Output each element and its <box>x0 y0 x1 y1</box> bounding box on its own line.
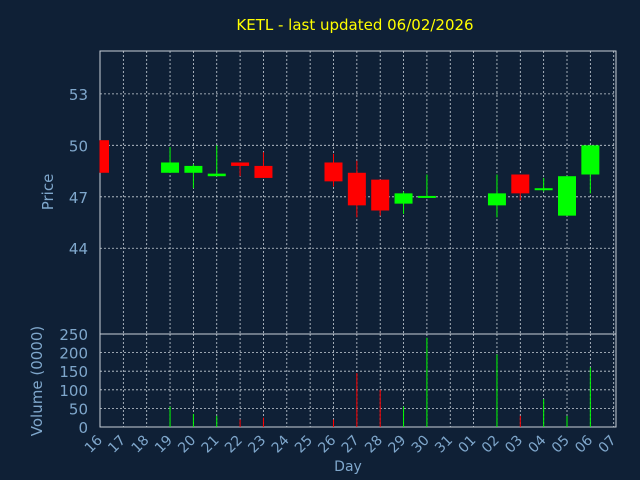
candle-body <box>207 173 226 177</box>
volume-tick-label: 100 <box>59 382 88 400</box>
x-tick-label: 17 <box>105 433 129 457</box>
price-tick-label: 47 <box>69 189 88 207</box>
x-tick-label: 28 <box>362 433 386 457</box>
candle-body <box>347 172 366 206</box>
price-tick-label: 53 <box>69 86 88 104</box>
x-tick-label: 02 <box>479 433 503 457</box>
x-tick-label: 18 <box>129 433 153 457</box>
volume-tick-label: 250 <box>59 326 88 344</box>
candle-body <box>534 188 553 191</box>
x-tick-label: 31 <box>432 433 456 457</box>
chart-title: KETL - last updated 06/02/2026 <box>236 16 473 34</box>
price-tick-label: 44 <box>69 240 88 258</box>
x-tick-label: 29 <box>385 433 409 457</box>
volume-tick-label: 150 <box>59 363 88 381</box>
x-tick-label: 30 <box>409 433 433 457</box>
price-panel: 44 47 50 53 <box>69 50 617 335</box>
x-tick-label: 26 <box>315 432 339 456</box>
volume-tick-label: 50 <box>69 400 88 418</box>
candle-body <box>487 193 506 206</box>
candle-body <box>371 179 390 211</box>
price-axis-label: Price <box>39 174 57 211</box>
candle-body <box>231 162 250 166</box>
x-tick-label: 21 <box>199 433 223 457</box>
x-tick-label: 22 <box>222 433 246 457</box>
x-tick-label: 23 <box>245 433 269 457</box>
x-tick-label: 27 <box>339 433 363 457</box>
candle-body <box>558 176 576 216</box>
x-tick-label: 05 <box>549 433 573 457</box>
x-axis-label: Day <box>334 459 362 475</box>
volume-tick-label: 0 <box>78 419 88 437</box>
candle-body <box>394 193 413 204</box>
price-tick-label: 50 <box>69 137 88 155</box>
candle-body <box>324 162 343 182</box>
candle-body <box>184 165 203 173</box>
candle-body <box>511 174 530 194</box>
x-tick-label: 19 <box>152 433 176 457</box>
volume-tick-label: 200 <box>59 345 88 363</box>
candle-body <box>254 165 273 178</box>
x-tick-label: 06 <box>572 432 596 456</box>
x-tick-label: 04 <box>526 432 550 456</box>
candle-body <box>417 195 436 198</box>
candle-body <box>100 140 109 173</box>
candle-body <box>161 162 180 173</box>
x-tick-label: 03 <box>502 433 526 457</box>
x-tick-label: 20 <box>175 433 199 457</box>
x-axis: 16 17 18 19 20 21 22 23 24 25 26 27 28 29 30 31 01 02 03 04… <box>82 432 620 456</box>
x-tick-label: 24 <box>269 432 293 456</box>
x-tick-label: 25 <box>292 433 316 457</box>
volume-panel-frame <box>99 333 617 428</box>
volume-axis-label: Volume (0000) <box>28 326 46 436</box>
candle-body <box>581 145 600 175</box>
x-tick-label: 01 <box>456 433 480 457</box>
x-tick-label: 07 <box>596 433 620 457</box>
